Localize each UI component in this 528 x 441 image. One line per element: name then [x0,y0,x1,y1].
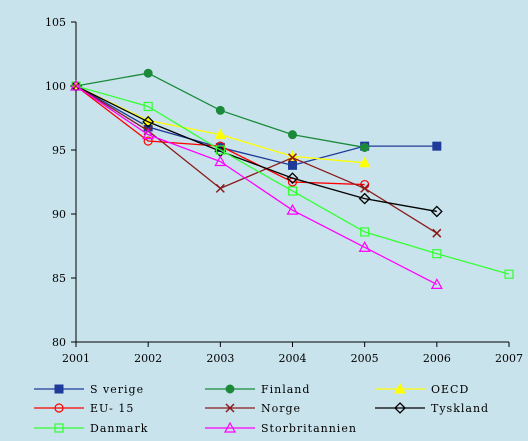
legend-label: S verige [90,383,144,396]
x-tick-label: 2001 [62,352,90,365]
data-point [143,136,153,146]
data-point [430,278,443,289]
data-point [288,130,297,140]
x-tick-label: 2003 [206,352,234,365]
y-tick-label: 105 [45,16,66,29]
legend-swatch-marker [225,384,235,394]
x-tick-label: 2006 [423,352,451,365]
series-danmark [71,81,514,279]
data-point [360,142,370,152]
data-point [286,172,299,185]
legend-label: Tyskland [431,402,489,415]
data-point [432,228,442,238]
series-line [75,85,438,234]
legend-swatch-marker [54,384,64,394]
x-tick-label: 2007 [495,352,523,365]
legend-item: OECD [375,382,469,396]
data-point [143,68,153,78]
data-point [430,205,443,218]
legend-item: Finland [205,383,310,396]
data-point [504,269,514,279]
x-tick-label: 2002 [134,352,162,365]
x-tick-label: 2005 [351,352,379,365]
axes: 80 85 90 95 100 105 2001 2002 2003 2004 2005 2006 20… [45,16,523,365]
series-line [75,85,437,167]
y-tick-label: 80 [52,336,66,349]
legend-swatch-marker [225,403,235,413]
legend-swatch-marker [223,421,237,433]
data-point [215,145,225,155]
data-point [215,183,225,193]
legend-item: EU- 15 [34,402,134,415]
series-line [75,85,438,285]
legend-item: Tyskland [375,402,489,415]
data-point [70,80,82,92]
y-tick-label: 95 [52,144,66,157]
data-point [360,183,370,193]
legend-swatch-marker [54,423,64,433]
legend-item: S verige [34,383,144,396]
data-point [142,128,155,140]
data-point [69,79,83,91]
data-point [358,241,371,252]
data-point [215,105,225,115]
legend: S verige Finland OECD EU- 15 Norge Tyskland Da… [34,382,489,435]
legend-swatch-marker [394,382,406,394]
data-point [287,153,298,163]
data-point [360,227,370,237]
data-point [143,101,153,112]
legend-label: Norge [261,402,301,415]
series-tyskland [70,80,443,218]
legend-label: OECD [431,383,469,396]
data-point [214,128,227,140]
series-line [75,85,437,213]
legend-swatch-marker [54,403,64,413]
legend-item: Storbritannien [205,421,357,435]
legend-item: Norge [205,402,301,415]
series-storbritannien [69,79,443,289]
data-point [142,115,155,128]
series-line [75,85,510,275]
legend-label: Finland [261,383,310,396]
data-point [287,186,298,196]
y-tick-label: 85 [52,272,66,285]
x-tick-label: 2004 [279,352,307,365]
data-point [358,156,371,168]
data-point [432,141,442,151]
y-tick-label: 90 [52,208,66,221]
series-norge [71,81,442,238]
data-point [432,249,442,259]
data-point [288,160,297,170]
legend-item: Danmark [34,422,148,435]
legend-label: Storbritannien [261,422,357,435]
legend-label: Danmark [90,422,148,435]
data-point [286,203,299,215]
series-layer [69,68,514,289]
legend-label: EU- 15 [90,402,134,415]
y-tick-label: 100 [45,80,66,93]
data-point [214,155,227,167]
legend-swatch-marker [394,402,406,414]
data-point [358,192,371,205]
